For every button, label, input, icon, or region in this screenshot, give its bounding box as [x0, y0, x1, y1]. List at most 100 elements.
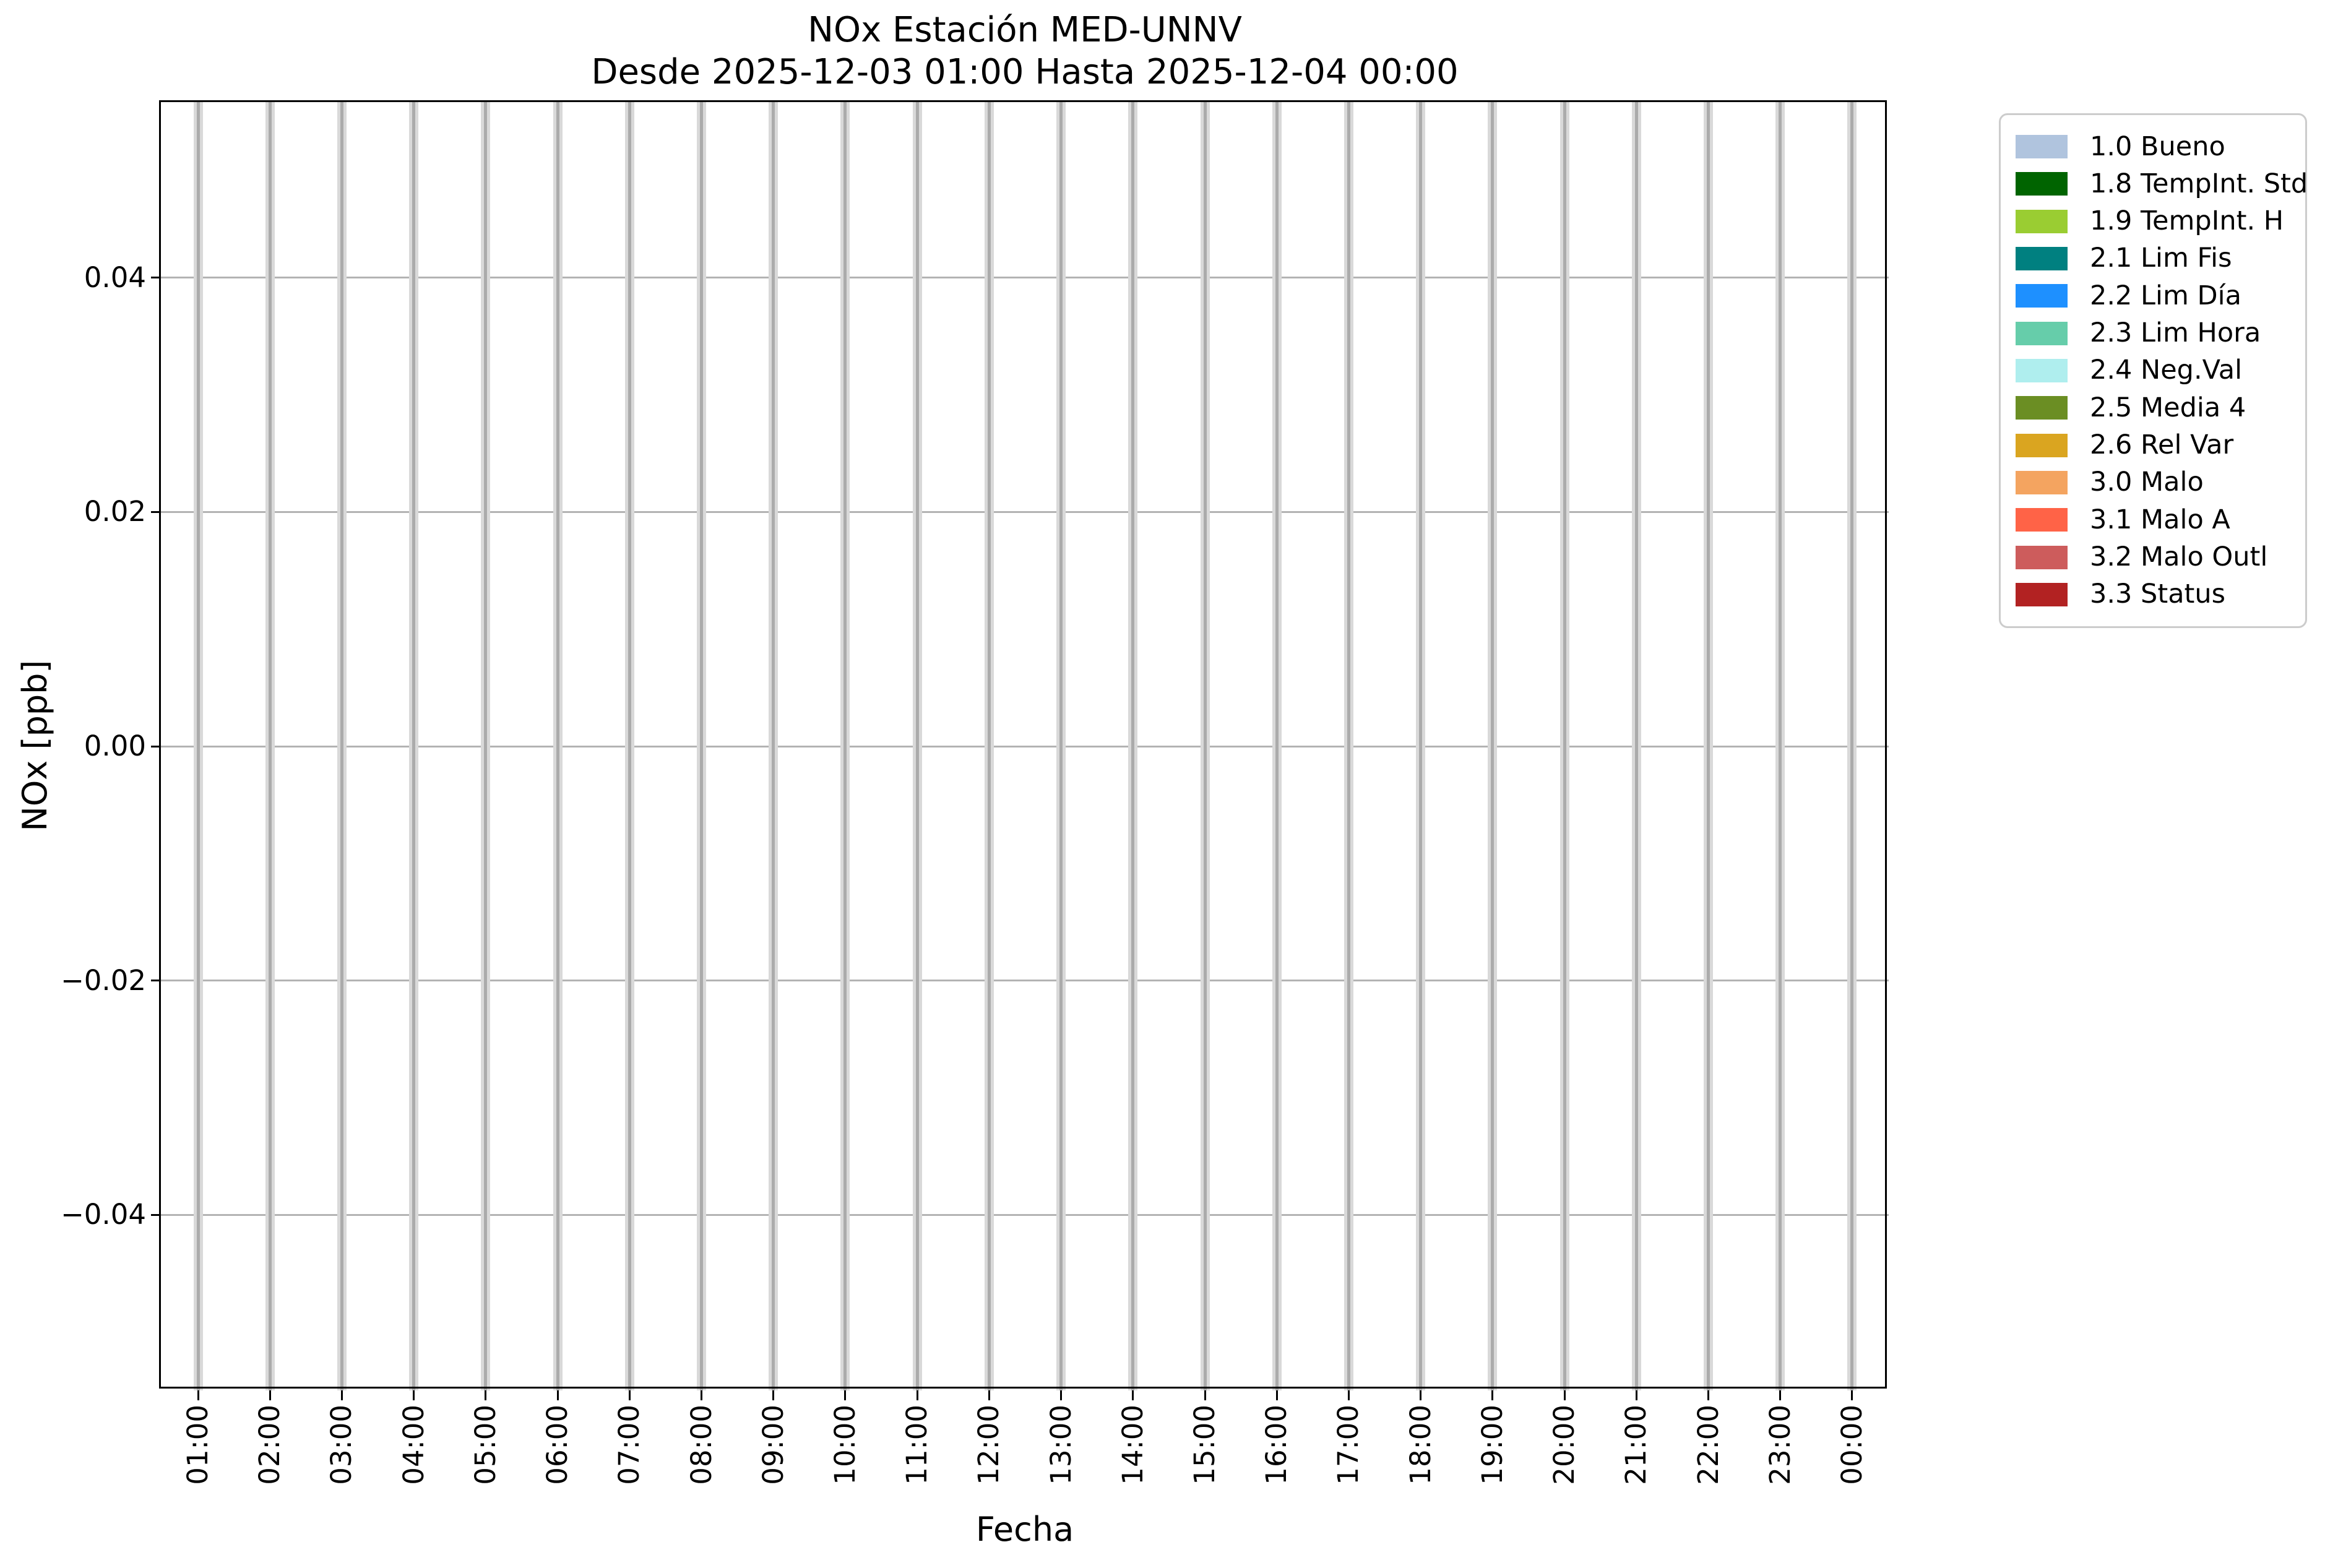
legend-label: 3.0 Malo	[2090, 467, 2204, 498]
y-tick-mark	[151, 510, 161, 513]
x-gridline	[340, 102, 343, 1390]
x-tick-label: 20:00	[1548, 1405, 1581, 1485]
legend-item: 3.0 Malo	[2016, 464, 2299, 501]
x-tick-mark	[1563, 1390, 1566, 1400]
x-tick-label: 01:00	[181, 1405, 214, 1485]
x-tick-label: 13:00	[1044, 1405, 1077, 1485]
x-tick-mark	[1491, 1390, 1494, 1400]
legend-swatch	[2016, 396, 2068, 420]
y-gridline	[161, 277, 1889, 279]
legend-label: 2.2 Lim Día	[2090, 280, 2241, 311]
x-tick-mark	[1204, 1390, 1206, 1400]
y-tick-mark	[151, 1213, 161, 1216]
x-tick-label: 21:00	[1620, 1405, 1653, 1485]
legend-item: 2.2 Lim Día	[2016, 277, 2299, 314]
chart-subtitle: Desde 2025-12-03 01:00 Hasta 2025-12-04 …	[591, 52, 1459, 92]
legend-item: 2.4 Neg.Val	[2016, 352, 2299, 389]
x-tick-mark	[1060, 1390, 1063, 1400]
y-tick-mark	[151, 277, 161, 279]
x-tick-mark	[701, 1390, 703, 1400]
legend-label: 3.2 Malo Outl	[2090, 541, 2268, 573]
legend-label: 2.3 Lim Hora	[2090, 317, 2261, 349]
x-tick-label: 15:00	[1188, 1405, 1222, 1485]
x-gridline	[1419, 102, 1423, 1390]
x-gridline	[772, 102, 775, 1390]
x-gridline	[1203, 102, 1207, 1390]
x-tick-label: 10:00	[828, 1405, 861, 1485]
legend-swatch	[2016, 470, 2068, 494]
x-tick-label: 06:00	[541, 1405, 574, 1485]
legend-item: 3.1 Malo A	[2016, 501, 2299, 538]
x-tick-label: 02:00	[253, 1405, 287, 1485]
plot-area	[161, 102, 1889, 1390]
x-tick-mark	[1347, 1390, 1350, 1400]
legend-item: 1.0 Bueno	[2016, 128, 2299, 165]
legend-label: 3.3 Status	[2090, 579, 2226, 610]
y-gridline	[161, 980, 1889, 982]
chart-title-block: NOx Estación MED-UNNV Desde 2025-12-03 0…	[161, 9, 1889, 93]
x-gridline	[1131, 102, 1135, 1390]
legend-swatch	[2016, 284, 2068, 308]
legend-swatch	[2016, 358, 2068, 382]
x-gridline	[1779, 102, 1782, 1390]
y-axis-title: NOx [ppb]	[15, 660, 54, 832]
x-gridline	[1347, 102, 1350, 1390]
legend-box: 1.0 Bueno 1.8 TempInt. Std 1.9 TempInt. H 2…	[1999, 113, 2308, 628]
x-tick-mark	[988, 1390, 990, 1400]
legend-item: 2.3 Lim Hora	[2016, 315, 2299, 352]
legend-item: 1.9 TempInt. H	[2016, 203, 2299, 240]
x-tick-mark	[1635, 1390, 1637, 1400]
legend-swatch	[2016, 209, 2068, 233]
x-tick-mark	[916, 1390, 918, 1400]
x-gridline	[1707, 102, 1710, 1390]
x-gridline	[1563, 102, 1566, 1390]
x-gridline	[1634, 102, 1638, 1390]
legend-item: 2.1 Lim Fis	[2016, 240, 2299, 277]
legend-swatch	[2016, 545, 2068, 569]
x-gridline	[196, 102, 200, 1390]
x-tick-mark	[1132, 1390, 1134, 1400]
legend-item: 3.3 Status	[2016, 576, 2299, 613]
x-tick-mark	[628, 1390, 631, 1400]
legend-swatch	[2016, 246, 2068, 270]
x-tick-mark	[844, 1390, 847, 1400]
x-gridline	[987, 102, 991, 1390]
legend-swatch	[2016, 582, 2068, 606]
x-gridline	[556, 102, 559, 1390]
y-gridline	[161, 510, 1889, 513]
x-tick-label: 11:00	[900, 1405, 934, 1485]
x-tick-mark	[340, 1390, 343, 1400]
x-tick-label: 19:00	[1475, 1405, 1509, 1485]
legend-swatch	[2016, 321, 2068, 345]
y-gridline	[161, 745, 1889, 747]
x-tick-label: 17:00	[1332, 1405, 1365, 1485]
x-gridline	[1850, 102, 1854, 1390]
x-tick-label: 18:00	[1404, 1405, 1437, 1485]
x-tick-mark	[772, 1390, 775, 1400]
legend-item: 2.6 Rel Var	[2016, 427, 2299, 464]
x-tick-mark	[269, 1390, 271, 1400]
y-tick-label: 0.00	[84, 730, 146, 762]
x-tick-label: 08:00	[684, 1405, 718, 1485]
x-tick-label: 14:00	[1116, 1405, 1149, 1485]
y-tick-label: 0.02	[84, 495, 146, 528]
legend-swatch	[2016, 433, 2068, 457]
legend-item: 1.8 TempInt. Std	[2016, 165, 2308, 202]
y-tick-label: −0.02	[61, 963, 146, 997]
y-gridline	[161, 1213, 1889, 1216]
y-tick-mark	[151, 745, 161, 747]
x-tick-label: 23:00	[1763, 1405, 1797, 1485]
legend-label: 2.5 Media 4	[2090, 392, 2246, 423]
x-tick-label: 03:00	[325, 1405, 358, 1485]
x-tick-label: 09:00	[756, 1405, 790, 1485]
x-tick-label: 12:00	[972, 1405, 1006, 1485]
x-gridline	[1059, 102, 1063, 1390]
x-axis-title: Fecha	[975, 1510, 1074, 1549]
legend-swatch	[2016, 508, 2068, 532]
legend-label: 2.4 Neg.Val	[2090, 355, 2243, 386]
x-tick-label: 07:00	[613, 1405, 646, 1485]
x-gridline	[843, 102, 847, 1390]
x-gridline	[484, 102, 488, 1390]
x-tick-mark	[485, 1390, 487, 1400]
